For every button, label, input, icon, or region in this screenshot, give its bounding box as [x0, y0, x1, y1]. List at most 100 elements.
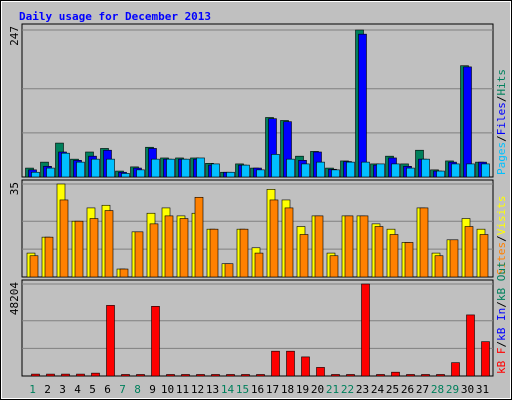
- x-tick-label: 23: [356, 383, 369, 396]
- bar: [254, 252, 264, 278]
- bar: [241, 374, 250, 377]
- legend-entry: Pages: [495, 142, 508, 175]
- bar: [61, 152, 70, 178]
- bar: [346, 374, 355, 377]
- bar: [31, 171, 40, 178]
- bar: [89, 218, 99, 278]
- legend-entry: Files: [495, 102, 508, 135]
- bar: [271, 350, 280, 377]
- bar: [196, 374, 205, 377]
- bar: [149, 223, 159, 278]
- x-tick-label: 4: [74, 383, 81, 396]
- bar: [121, 374, 130, 377]
- bar: [436, 170, 445, 178]
- bar: [284, 207, 294, 278]
- bar: [194, 196, 204, 278]
- legend-separator: /: [495, 96, 508, 103]
- bar: [361, 161, 370, 178]
- bar: [29, 255, 39, 278]
- bar: [463, 66, 472, 178]
- bar: [256, 169, 265, 178]
- legend-separator: /: [495, 135, 508, 142]
- x-tick-label: 2: [44, 383, 51, 396]
- legend-separator: /: [495, 235, 508, 242]
- bar: [46, 167, 55, 178]
- legend: kB F/kB In/kB Out: [495, 261, 508, 374]
- bar: [74, 220, 84, 278]
- bar: [331, 169, 340, 178]
- x-tick-label: 7: [119, 383, 126, 396]
- bar: [269, 199, 279, 278]
- x-tick-label: 15: [236, 383, 249, 396]
- legend: Pages/Files/Hits: [495, 69, 508, 175]
- x-tick-label: 6: [104, 383, 111, 396]
- x-tick-label: 20: [311, 383, 324, 396]
- legend-separator: /: [495, 341, 508, 348]
- bar: [286, 350, 295, 377]
- bar: [358, 33, 367, 178]
- x-tick-label: 26: [401, 383, 414, 396]
- bar: [46, 373, 55, 377]
- legend-entry: kB In: [495, 308, 508, 341]
- bar: [406, 167, 415, 178]
- legend-entry: Sites: [495, 242, 508, 275]
- bar: [121, 173, 130, 178]
- x-tick-label: 22: [341, 383, 354, 396]
- bar: [166, 374, 175, 377]
- x-tick-label: 14: [221, 383, 235, 396]
- bar: [134, 231, 144, 278]
- x-tick-label: 13: [206, 383, 219, 396]
- bar: [301, 163, 310, 178]
- bar: [91, 158, 100, 178]
- bar: [136, 169, 145, 178]
- bar: [299, 234, 309, 278]
- x-tick-label: 25: [386, 383, 399, 396]
- x-tick-label: 30: [461, 383, 474, 396]
- bar: [226, 171, 235, 178]
- bar: [61, 373, 70, 377]
- bar: [151, 158, 160, 178]
- bar: [314, 215, 324, 278]
- chart-title: Daily usage for December 2013: [19, 10, 211, 23]
- x-tick-label: 10: [161, 383, 174, 396]
- bar: [316, 161, 325, 178]
- bar: [316, 367, 325, 377]
- bar: [286, 158, 295, 178]
- bar: [359, 215, 369, 278]
- bar: [196, 157, 205, 178]
- x-tick-label: 1: [29, 383, 36, 396]
- y-tick-label: 35: [8, 182, 21, 195]
- bar: [436, 374, 445, 377]
- bar: [256, 374, 265, 377]
- x-tick-label: 11: [176, 383, 189, 396]
- bar: [481, 163, 490, 178]
- bar: [466, 314, 475, 377]
- bar: [421, 158, 430, 178]
- bar: [404, 242, 414, 278]
- bar: [224, 263, 234, 278]
- legend-entry: kB Out: [495, 261, 508, 301]
- bar: [151, 306, 160, 377]
- bar: [466, 163, 475, 178]
- legend-separator: /: [495, 301, 508, 308]
- x-tick-label: 31: [476, 383, 489, 396]
- bar: [406, 374, 415, 377]
- bar: [119, 268, 129, 278]
- bar: [389, 234, 399, 278]
- bar: [226, 374, 235, 377]
- bar: [104, 210, 114, 278]
- bar: [331, 374, 340, 377]
- legend-entry: Hits: [495, 69, 508, 96]
- bar: [59, 199, 69, 278]
- bar: [361, 283, 370, 377]
- bar: [479, 234, 489, 278]
- x-tick-label: 18: [281, 383, 294, 396]
- bar: [181, 374, 190, 377]
- bar: [346, 161, 355, 178]
- bar: [76, 161, 85, 178]
- x-tick-label: 3: [59, 383, 66, 396]
- bar: [391, 163, 400, 178]
- x-tick-label: 29: [446, 383, 459, 396]
